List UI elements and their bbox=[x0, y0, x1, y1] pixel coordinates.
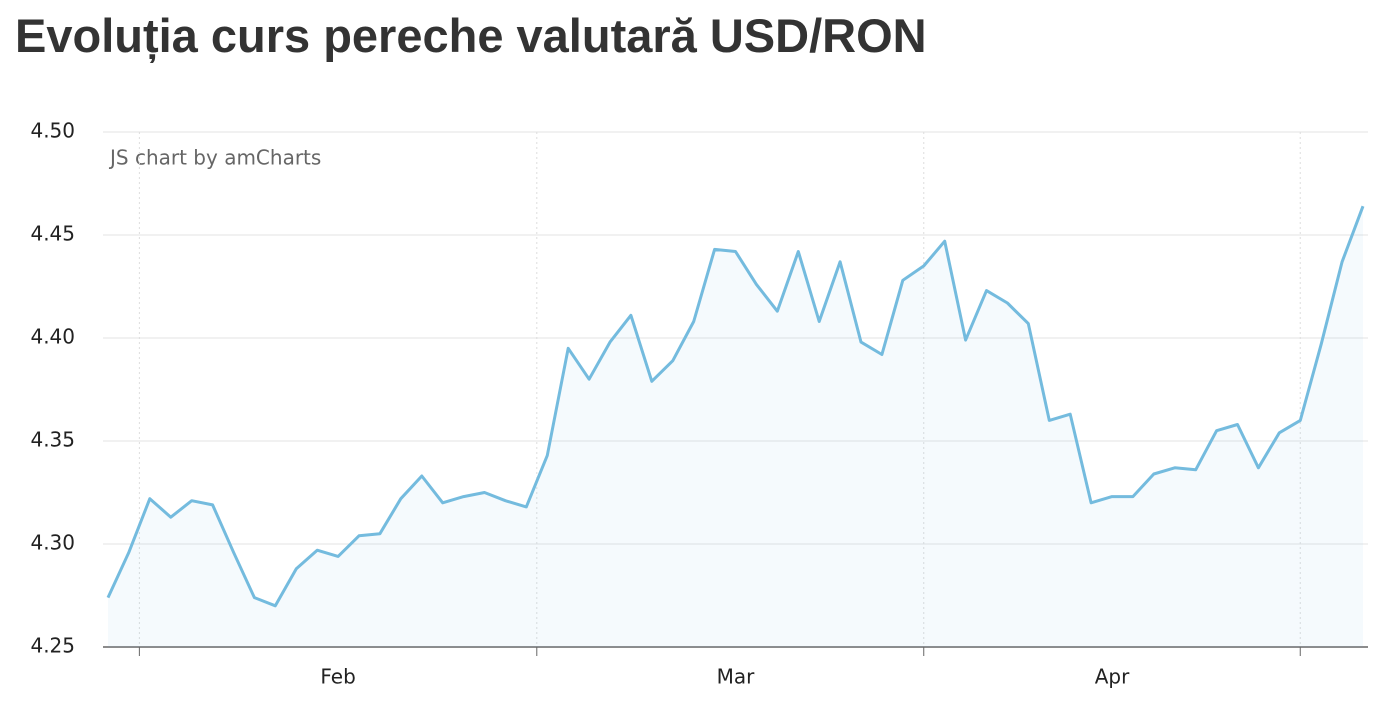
y-tick-label: 4.30 bbox=[30, 531, 75, 555]
y-tick-label: 4.35 bbox=[30, 428, 75, 452]
x-tick-label: Apr bbox=[1095, 665, 1130, 689]
y-tick-label: 4.40 bbox=[30, 325, 75, 349]
x-tick-label: Feb bbox=[320, 665, 355, 689]
chart-title: Evoluția curs pereche valutară USD/RON bbox=[15, 9, 927, 62]
watermark: JS chart by amCharts bbox=[108, 146, 321, 170]
y-tick-label: 4.45 bbox=[30, 222, 75, 246]
area bbox=[108, 206, 1363, 647]
y-tick-label: 4.50 bbox=[30, 119, 75, 143]
line bbox=[106, 205, 1365, 608]
y-tick-label: 4.25 bbox=[30, 634, 75, 658]
x-tick-label: Mar bbox=[717, 665, 756, 689]
